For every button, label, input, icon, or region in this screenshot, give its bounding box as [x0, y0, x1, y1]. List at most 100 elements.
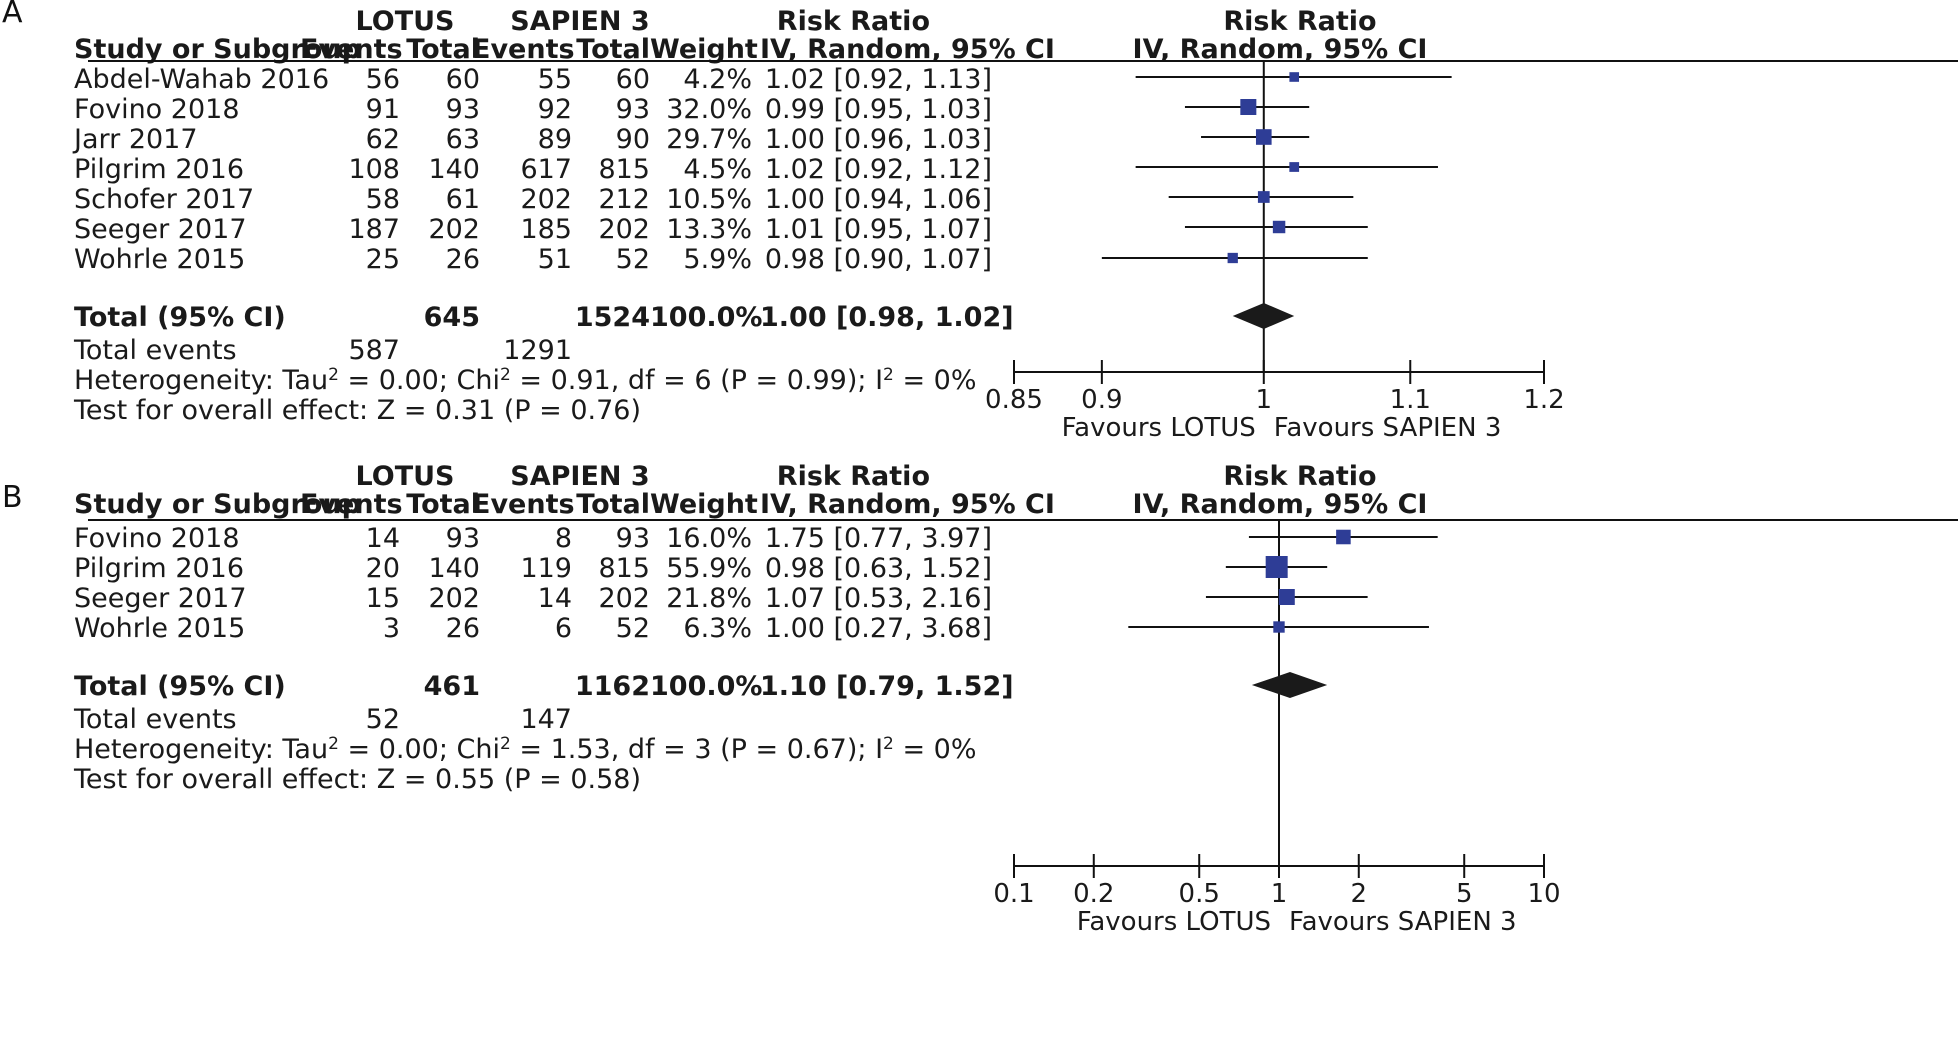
effect-title-header: Risk Ratio: [776, 6, 930, 37]
sapien-total: 202: [598, 214, 650, 245]
forest-plot-graphic: 0.85 0.9 1 1.1 1.2 Favours LOTUS Favours SAPIE…: [985, 62, 1565, 443]
lotus-events: 91: [365, 94, 400, 125]
study-name: Schofer 2017: [74, 184, 255, 215]
lotus-total: 140: [428, 553, 480, 584]
study-effect-marker: [1272, 220, 1286, 234]
study-name: Pilgrim 2016: [74, 154, 245, 185]
lotus-events: 58: [365, 184, 400, 215]
risk-ratio-value: 1.07 [0.53, 2.16]: [764, 583, 992, 614]
study-column-header: Study or Subgroup: [74, 34, 361, 65]
study-name: Seeger 2017: [74, 214, 247, 245]
overall-effect-text: Test for overall effect: Z = 0.55 (P = 0…: [74, 764, 641, 795]
lotus-events: 25: [365, 244, 400, 275]
weight-value: 29.7%: [666, 124, 752, 155]
sapien-total: 93: [615, 523, 650, 554]
lotus-total: 60: [445, 64, 480, 95]
sapien-total: 93: [615, 94, 650, 125]
study-name: Jarr 2017: [74, 124, 198, 155]
sapien-events: 8: [554, 523, 572, 554]
risk-ratio-value: 1.00 [0.94, 1.06]: [764, 184, 992, 215]
lotus-total: 93: [445, 523, 480, 554]
het-i-label: I: [875, 734, 884, 765]
sapien-total-events: 1291: [503, 335, 572, 366]
sapien-total-header: Total: [576, 34, 650, 65]
sapien-total-n: 1162: [574, 671, 650, 702]
lotus-total-events: 52: [365, 704, 400, 735]
x-tick-label: 1.1: [1390, 385, 1431, 415]
lotus-events: 14: [365, 523, 400, 554]
sapien-events: 617: [520, 154, 572, 185]
lotus-events: 108: [348, 154, 400, 185]
lotus-total-n: 645: [423, 302, 480, 333]
sapien-events-header: Events: [472, 489, 575, 520]
sapien-events: 185: [520, 214, 572, 245]
total-events-label: Total events: [74, 335, 237, 366]
lotus-events: 62: [365, 124, 400, 155]
weight-value: 4.5%: [683, 154, 752, 185]
total-risk-ratio: 1.00 [0.98, 1.02]: [760, 302, 1014, 333]
study-name: Wohrle 2015: [74, 613, 246, 644]
study-name: Pilgrim 2016: [74, 553, 245, 584]
effect-title-header: Risk Ratio: [776, 461, 930, 492]
x-tick-label: 0.2: [1073, 879, 1114, 909]
x-tick-label: 1: [1271, 879, 1288, 909]
sapien-events: 202: [520, 184, 572, 215]
header-rule: [88, 60, 1958, 62]
favours-left-label: Favours LOTUS: [1062, 413, 1256, 443]
het-tau2: 0.00: [378, 365, 439, 396]
favours-right-label: Favours SAPIEN 3: [1289, 907, 1517, 937]
weight-header: Weight: [650, 34, 758, 65]
study-name: Seeger 2017: [74, 583, 247, 614]
favours-left-label: Favours LOTUS: [1077, 907, 1271, 937]
het-i2: 0%: [933, 734, 977, 765]
weight-value: 32.0%: [666, 94, 752, 125]
risk-ratio-value: 1.01 [0.95, 1.07]: [764, 214, 992, 245]
panel-label: A: [2, 0, 23, 30]
sapien-total: 815: [598, 553, 650, 584]
x-tick-label: 5: [1456, 879, 1473, 909]
x-tick-label: 0.5: [1179, 879, 1220, 909]
lotus-total-header: Total: [406, 34, 480, 65]
weight-value: 13.3%: [666, 214, 752, 245]
plot-method-header: IV, Random, 95% CI: [1132, 34, 1428, 65]
lotus-events: 20: [365, 553, 400, 584]
study-effect-marker: [1289, 162, 1300, 172]
sapien-events: 92: [537, 94, 572, 125]
study-effect-marker: [1289, 72, 1300, 82]
sapien-total: 60: [615, 64, 650, 95]
sapien-total: 52: [615, 613, 650, 644]
x-tick-label: 1: [1256, 385, 1273, 415]
risk-ratio-value: 1.00 [0.27, 3.68]: [764, 613, 992, 644]
weight-value: 6.3%: [683, 613, 752, 644]
study-name: Fovino 2018: [74, 94, 240, 125]
sapien-total: 202: [598, 583, 650, 614]
total-risk-ratio: 1.10 [0.79, 1.52]: [760, 671, 1014, 702]
study-effect-marker: [1227, 252, 1238, 264]
x-tick-label: 0.1: [993, 879, 1034, 909]
het-df: 6: [694, 365, 712, 396]
study-name: Fovino 2018: [74, 523, 240, 554]
weight-value: 55.9%: [666, 553, 752, 584]
study-name: Wohrle 2015: [74, 244, 246, 275]
het-chi-label: Chi: [456, 365, 500, 396]
study-effect-marker: [1278, 589, 1295, 605]
risk-ratio-value: 1.00 [0.96, 1.03]: [764, 124, 992, 155]
pooled-effect-diamond: [1251, 672, 1328, 698]
lotus-events-header: Events: [300, 489, 403, 520]
risk-ratio-value: 1.02 [0.92, 1.12]: [764, 154, 992, 185]
plot-title-header: Risk Ratio: [1223, 461, 1377, 492]
lotus-total-header: Total: [406, 489, 480, 520]
study-name: Abdel-Wahab 2016: [74, 64, 330, 95]
sapien-events-header: Events: [472, 34, 575, 65]
sapien-total: 212: [598, 184, 650, 215]
panel-label: B: [2, 480, 23, 515]
sapien-events: 119: [520, 553, 572, 584]
total-label: Total (95% CI): [74, 302, 286, 333]
x-tick-label: 10: [1527, 879, 1560, 909]
weight-value: 21.8%: [666, 583, 752, 614]
pooled-effect-diamond: [1232, 303, 1295, 329]
het-i2: 0%: [933, 365, 977, 396]
weight-value: 16.0%: [666, 523, 752, 554]
total-weight: 100.0%: [650, 302, 763, 333]
sapien-total-events: 147: [520, 704, 572, 735]
